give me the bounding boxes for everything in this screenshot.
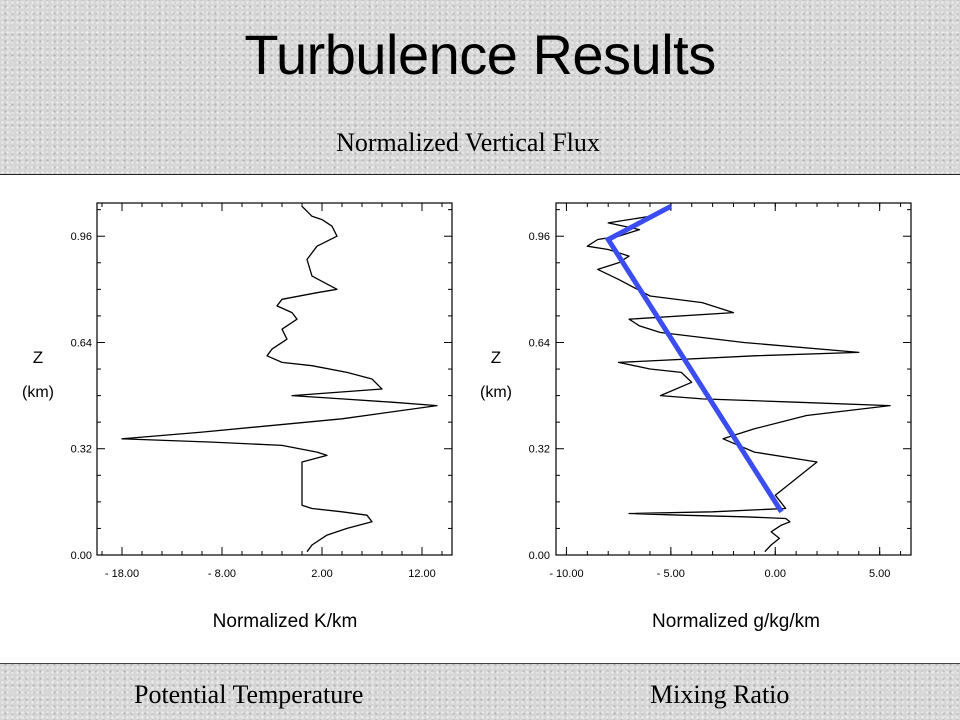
y-tick-label: 0.32 <box>529 444 550 456</box>
y-tick-label: 0.64 <box>71 337 92 349</box>
figure-svg: 0.00 0.32 0.64 0.96 - 18.00 - 8.00 2.00 12.00 Z (… <box>22 202 912 632</box>
y-axis-unit: (km) <box>480 384 512 401</box>
x-tick-label: - 8.00 <box>208 568 236 580</box>
caption-mixing-ratio: Mixing Ratio <box>650 680 790 709</box>
chart-2: 0.00 0.32 0.64 0.96 - 10.00 - 5.00 0.00 5.00 Z (k… <box>480 202 912 632</box>
x-tick-label: 5.00 <box>869 568 890 580</box>
y-tick-label: 0.96 <box>529 231 550 243</box>
x-axis-label: Normalized K/km <box>213 611 358 632</box>
y-tick-label: 0.64 <box>529 337 550 349</box>
y-axis-label: Z <box>491 348 501 367</box>
x-tick-label: - 10.00 <box>549 568 583 580</box>
y-tick-label: 0.00 <box>529 550 550 562</box>
plot-frame <box>555 202 912 556</box>
y-tick-label: 0.96 <box>71 231 92 243</box>
slide-subtitle: Normalized Vertical Flux <box>336 128 600 157</box>
x-tick-label: - 5.00 <box>657 568 685 580</box>
x-tick-label: 0.00 <box>765 568 786 580</box>
y-axis-unit: (km) <box>22 384 54 401</box>
series-line-1 <box>586 205 891 553</box>
x-tick-label: 2.00 <box>311 568 332 580</box>
slide-title: Turbulence Results <box>244 23 716 86</box>
x-tick-label: 12.00 <box>408 568 436 580</box>
y-tick-label: 0.00 <box>71 550 92 562</box>
series-line-1 <box>121 205 438 553</box>
figure-panel: 0.00 0.32 0.64 0.96 - 18.00 - 8.00 2.00 12.00 Z (… <box>0 174 960 664</box>
plot-frame <box>96 202 453 556</box>
y-tick-label: 0.32 <box>71 444 92 456</box>
x-tick-label: - 18.00 <box>105 568 139 580</box>
x-axis-label: Normalized g/kg/km <box>652 611 820 632</box>
caption-potential-temperature: Potential Temperature <box>134 680 364 709</box>
annotation-line <box>604 204 784 514</box>
y-axis-label: Z <box>33 348 43 367</box>
chart-1: 0.00 0.32 0.64 0.96 - 18.00 - 8.00 2.00 12.00 Z (… <box>22 202 453 632</box>
